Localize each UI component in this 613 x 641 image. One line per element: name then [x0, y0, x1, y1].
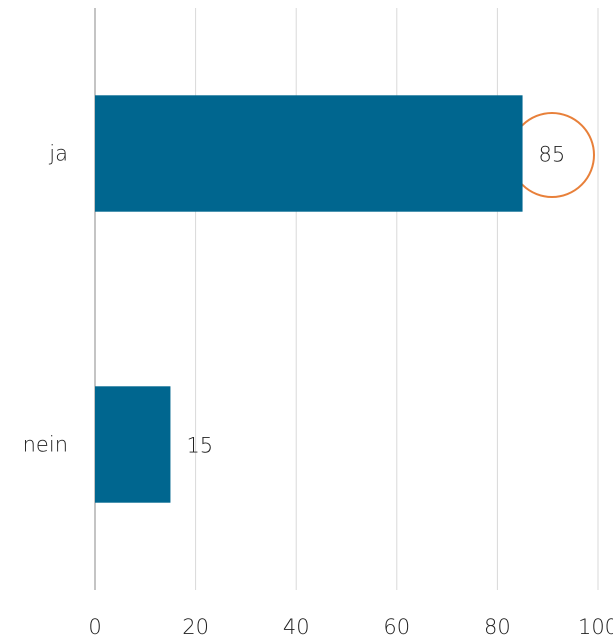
value-label: 85 [539, 143, 566, 167]
x-tick-label: 80 [484, 615, 511, 639]
value-label: 15 [186, 434, 213, 458]
y-tick-label: nein [23, 433, 68, 457]
bar [95, 386, 171, 503]
x-tick-label: 60 [383, 615, 410, 639]
bar [95, 95, 523, 212]
x-tick-label: 0 [88, 615, 101, 639]
x-tick-label: 100 [578, 615, 613, 639]
y-tick-label: ja [48, 142, 68, 166]
x-tick-label: 20 [182, 615, 209, 639]
x-tick-label: 40 [283, 615, 310, 639]
